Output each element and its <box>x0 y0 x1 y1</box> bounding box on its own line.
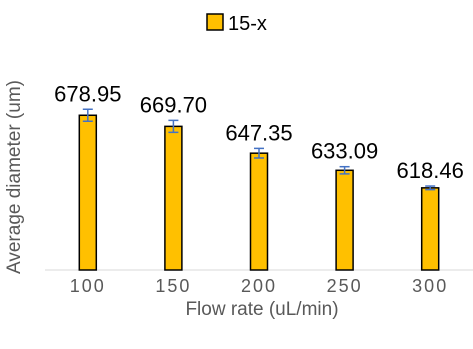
legend: 15-x <box>206 13 267 35</box>
bar <box>78 114 98 271</box>
bar <box>420 187 440 271</box>
error-bars <box>82 108 436 191</box>
x-tick-label: 300 <box>412 276 448 296</box>
data-label: 633.09 <box>311 139 378 164</box>
bar <box>249 152 269 271</box>
data-label: 669.70 <box>140 92 207 117</box>
x-tick-label: 150 <box>155 276 191 296</box>
x-tick-label: 250 <box>327 276 363 296</box>
bar <box>335 169 354 271</box>
x-axis-title: Flow rate (uL/min) <box>185 299 338 320</box>
data-labels: 678.95 669.70 647.35 633.09 618.46 <box>54 81 464 183</box>
x-tick-label: 200 <box>241 276 277 296</box>
x-tick-label: 100 <box>70 276 106 296</box>
data-label: 618.46 <box>397 158 464 183</box>
y-axis-title: Average diameter (um) <box>4 80 25 274</box>
x-tick-labels: 100 150 200 250 300 <box>70 276 448 296</box>
data-label: 678.95 <box>54 81 121 106</box>
bar <box>164 125 183 271</box>
legend-label: 15-x <box>228 13 267 35</box>
legend-swatch <box>206 13 224 31</box>
data-label: 647.35 <box>225 120 292 145</box>
